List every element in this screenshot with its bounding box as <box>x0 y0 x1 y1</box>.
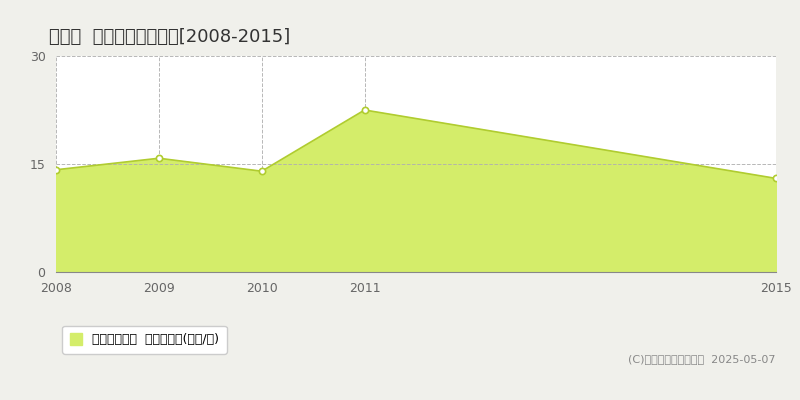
Text: 庄内町  収益物件価格推移[2008-2015]: 庄内町 収益物件価格推移[2008-2015] <box>49 28 290 46</box>
Text: (C)土地価格ドットコム  2025-05-07: (C)土地価格ドットコム 2025-05-07 <box>629 354 776 364</box>
Legend: 収益物件価格  平均坪単価(万円/坪): 収益物件価格 平均坪単価(万円/坪) <box>62 326 226 354</box>
